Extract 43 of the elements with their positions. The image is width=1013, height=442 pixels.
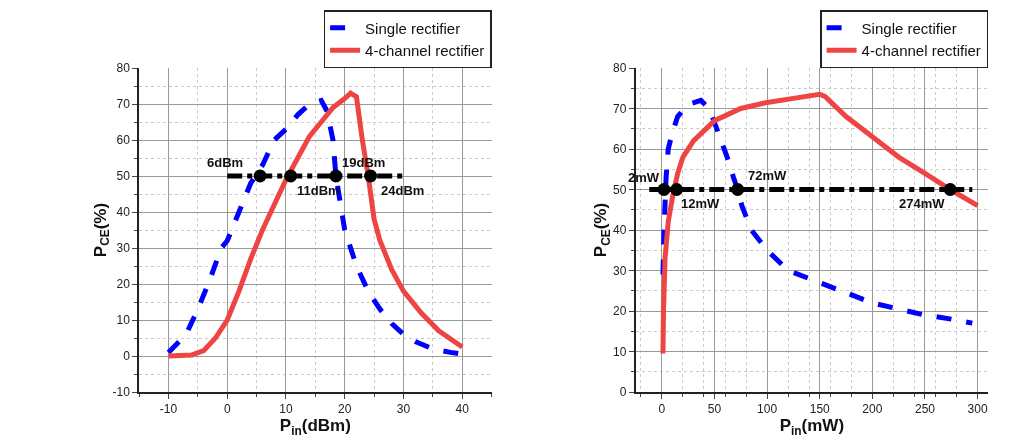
x-axis-title: P$_{in}$(dBm) [279, 416, 351, 438]
y-tick-label: 30 [116, 241, 131, 256]
y-tick-label: 0 [123, 349, 131, 364]
y-tick-label: 40 [116, 205, 131, 220]
x-tick-label: 10 [279, 402, 293, 417]
annotation: 12mW [681, 196, 721, 211]
y-tick-label: 10 [116, 313, 131, 328]
x-tick-label: 30 [396, 402, 411, 417]
legend-label: 4-channel rectifier [365, 42, 485, 60]
x-tick-label: 100 [757, 402, 778, 417]
annotation: 274mW [899, 196, 946, 211]
x-tick-label: 300 [967, 402, 988, 417]
x-tick-label: 20 [338, 402, 352, 417]
y-tick-label: 30 [613, 263, 627, 278]
y-tick-label: 70 [116, 97, 131, 112]
y-tick-label: 10 [613, 344, 627, 359]
y-tick-label: 70 [613, 101, 627, 116]
y-tick-label: 50 [613, 182, 627, 197]
annotation: 24dBm [381, 183, 425, 198]
y-tick-label: 80 [613, 61, 627, 76]
x-tick-label: 250 [914, 402, 936, 417]
annotation: 6dBm [207, 155, 244, 170]
x-tick-label: 200 [862, 402, 883, 417]
y-tick-label: 80 [116, 61, 131, 76]
y-tick-label: 0 [619, 385, 627, 400]
x-axis-title: P$_{in}$(mW) [779, 416, 845, 438]
x-tick-label: 0 [658, 402, 666, 417]
x-tick-label: 50 [707, 402, 722, 417]
x-tick-label: 150 [809, 402, 831, 417]
legend-label: 4-channel rectifier [861, 42, 981, 60]
annotation: 72mW [748, 168, 788, 183]
x-tick-label: 40 [455, 402, 470, 417]
y-tick-label: 20 [116, 277, 131, 292]
legend-label: Single rectifier [861, 19, 957, 37]
y-tick-label: 60 [116, 133, 131, 148]
y-tick-label: 50 [116, 169, 131, 184]
y-tick-label: 20 [613, 304, 627, 319]
y-tick-label: 40 [613, 223, 627, 238]
legend-label: Single rectifier [365, 19, 461, 37]
y-tick-label: -10 [112, 385, 131, 400]
x-tick-label: 0 [223, 402, 231, 417]
y-tick-label: 60 [613, 142, 627, 157]
x-tick-label: -10 [159, 402, 178, 417]
